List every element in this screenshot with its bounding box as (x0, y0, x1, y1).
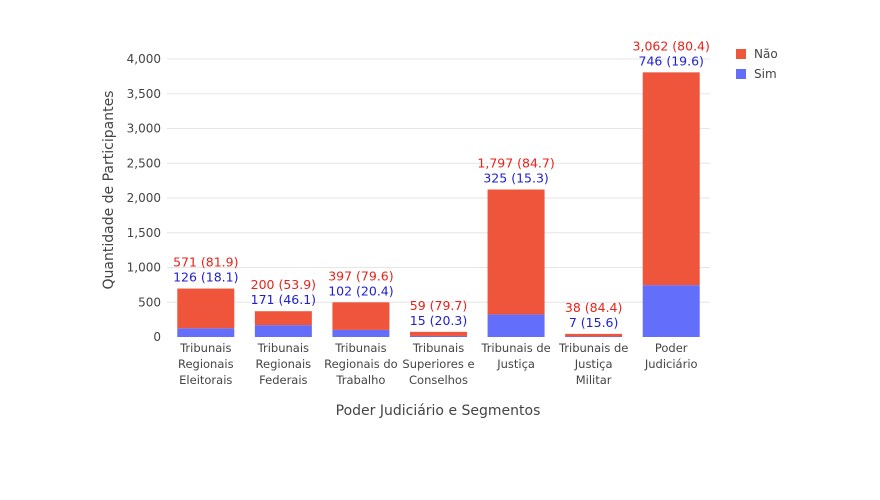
bar-sim (410, 335, 467, 337)
x-tick-label: Tribunais de (480, 341, 550, 355)
data-label-nao: 571 (81.9) (173, 255, 238, 270)
x-tick-label: Regionais (178, 357, 234, 371)
data-labels: 571 (81.9)126 (18.1) 200 (53.9)171 (46.1)… (173, 38, 710, 330)
data-label-nao: 397 (79.6) (328, 268, 393, 283)
bar-nao (177, 288, 235, 329)
bar-sim (332, 329, 390, 337)
x-tick-label: Tribunais (412, 341, 464, 355)
x-tick-label: Justiça (496, 357, 535, 371)
data-label-sim: 15 (20.3) (410, 313, 467, 328)
y-tick-label: 3,000 (127, 122, 161, 136)
data-label-nao: 3,062 (80.4) (633, 38, 710, 53)
data-label-sim: 102 (20.4) (328, 283, 393, 298)
x-tick-label: Tribunais (257, 341, 309, 355)
bar-nao (410, 331, 467, 336)
x-tick-label: Militar (576, 373, 612, 387)
y-tick-label: 1,000 (127, 261, 161, 275)
x-tick-label: Conselhos (409, 373, 468, 387)
data-label-nao: 59 (79.7) (410, 298, 467, 313)
data-label-nao: 200 (53.9) (251, 277, 316, 292)
x-tick-label: Poder (655, 341, 688, 355)
bar-nao (642, 72, 700, 286)
x-axis-categories: Tribunais Regionais Eleitorais Tribunais Reg… (178, 341, 698, 387)
legend-label: Sim (754, 67, 777, 81)
legend-label: Não (754, 47, 778, 61)
bar-sim (254, 325, 312, 337)
y-tick-label: 1,500 (127, 226, 161, 240)
x-tick-label: Judiciário (644, 357, 698, 371)
data-label-sim: 7 (15.6) (569, 315, 619, 330)
data-label-sim: 171 (46.1) (251, 292, 316, 307)
y-tick-label: 2,000 (127, 191, 161, 205)
bar-nao (487, 189, 545, 315)
y-tick-label: 4,000 (127, 52, 161, 66)
legend-swatch (736, 69, 746, 79)
x-tick-label: Superiores e (402, 357, 474, 371)
legend-swatch (736, 49, 746, 59)
bar-nao (332, 302, 390, 330)
bars (177, 72, 700, 337)
x-tick-label: Tribunais de (558, 341, 628, 355)
x-tick-label: Tribunais (179, 341, 231, 355)
legend: Não Sim (736, 47, 778, 81)
x-tick-label: Eleitorais (179, 373, 232, 387)
x-tick-label: Tribunais (334, 341, 386, 355)
gridlines (167, 58, 710, 303)
data-label-sim: 325 (15.3) (483, 171, 548, 186)
data-label-sim: 126 (18.1) (173, 270, 238, 285)
y-axis-title: Quantidade de Participantes (101, 91, 117, 290)
x-tick-label: Trabalho (335, 373, 385, 387)
bar-nao (254, 311, 312, 326)
data-label-nao: 1,797 (84.7) (477, 156, 554, 171)
bar-sim (177, 328, 235, 337)
x-tick-label: Justiça (574, 357, 613, 371)
y-tick-label: 2,500 (127, 156, 161, 170)
x-tick-label: Regionais do (324, 357, 398, 371)
y-tick-label: 0 (153, 330, 161, 344)
y-axis-ticks: 0 500 1,000 1,500 2,000 2,500 3,000 3,500 4,000 (127, 52, 161, 344)
data-label-sim: 746 (19.6) (639, 53, 704, 68)
bar-sim (487, 314, 545, 337)
x-axis-title: Poder Judiciário e Segmentos (336, 403, 541, 419)
data-label-nao: 38 (84.4) (565, 300, 622, 315)
x-tick-label: Regionais (256, 357, 312, 371)
bar-nao (565, 333, 623, 337)
bar-sim (642, 285, 700, 337)
y-tick-label: 500 (138, 295, 161, 309)
x-tick-label: Federais (259, 373, 307, 387)
y-tick-label: 3,500 (127, 87, 161, 101)
